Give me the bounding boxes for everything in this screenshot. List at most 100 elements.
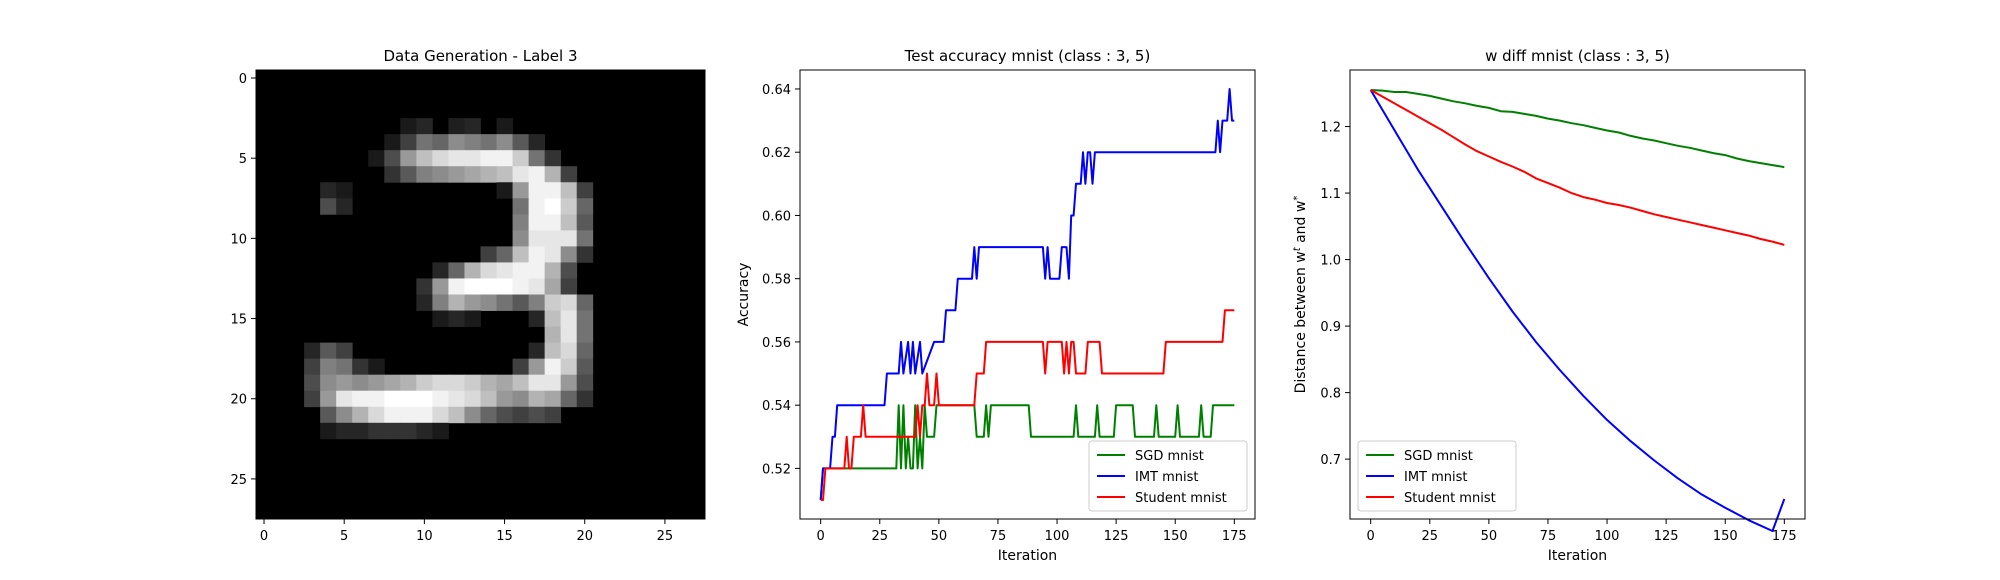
- image-pixel: [560, 214, 578, 231]
- x-tick-label: 25: [1421, 529, 1438, 544]
- x-tick-label: 75: [1540, 529, 1557, 544]
- chart-title: Data Generation - Label 3: [384, 47, 578, 65]
- y-tick-label: 0.58: [762, 273, 791, 288]
- image-pixel: [528, 294, 546, 311]
- image-pixel: [528, 150, 546, 167]
- image-pixel: [544, 214, 562, 231]
- image-pixel: [544, 342, 562, 360]
- image-pixel: [464, 150, 481, 167]
- image-pixel: [512, 278, 530, 295]
- legend-label: SGD mnist: [1404, 449, 1473, 464]
- image-pixel: [528, 230, 546, 247]
- image-pixel: [544, 230, 562, 247]
- image-pixel: [528, 278, 546, 295]
- image-pixel: [512, 390, 530, 408]
- image-pixel: [560, 166, 578, 183]
- x-tick-label: 175: [1772, 529, 1797, 544]
- image-pixel: [336, 182, 353, 199]
- x-tick-label: 0: [260, 529, 268, 544]
- image-pixel: [368, 150, 385, 167]
- image-pixel: [400, 166, 417, 183]
- image-pixel: [320, 198, 337, 215]
- series-line-imt-mnist: [819, 88, 1235, 501]
- image-pixel: [528, 358, 546, 376]
- image-pixel: [512, 182, 530, 199]
- image-pixel: [384, 406, 401, 424]
- image-pixel: [480, 166, 497, 183]
- image-pixel: [352, 406, 369, 424]
- y-tick-label: 0.54: [762, 399, 791, 414]
- axes-frame: 0 25 50 75 100 125 150 175 0.52 0.54 0.56 0.58 0.60 0…: [762, 47, 1256, 544]
- image-pixel: [336, 422, 353, 440]
- image-pixel: [544, 278, 562, 295]
- image-pixel: [416, 390, 433, 408]
- legend-label: Student mnist: [1135, 491, 1227, 506]
- legend: SGD mnist IMT mnist Student mnist: [1357, 440, 1517, 512]
- image-pixel: [352, 390, 369, 408]
- x-tick-label: 25: [871, 529, 888, 544]
- image-pixel: [416, 422, 433, 440]
- image-pixel: [528, 262, 546, 279]
- image-pixel: [480, 150, 497, 167]
- y-tick-label: 0.64: [762, 83, 791, 98]
- image-pixel: [448, 310, 465, 327]
- y-tick-label: 0.7: [1320, 453, 1341, 468]
- image-pixel: [368, 358, 385, 376]
- y-axis-label-superscript: t: [1292, 246, 1303, 251]
- axes-border: [255, 69, 706, 520]
- x-tick-label: 5: [340, 529, 348, 544]
- image-pixel: [480, 374, 497, 392]
- image-pixel: [416, 374, 433, 392]
- image-pixel: [384, 374, 401, 392]
- image-pixel: [560, 374, 578, 392]
- image-pixel: [320, 406, 337, 424]
- image-pixel: [464, 118, 481, 135]
- image-pixel: [528, 166, 546, 183]
- image-pixel: [496, 278, 513, 295]
- image-pixel: [480, 262, 497, 279]
- image-pixel: [528, 134, 546, 151]
- image-pixel: [528, 198, 546, 215]
- series-line-student-mnist: [820, 309, 1235, 501]
- image-pixel: [544, 182, 562, 199]
- image-pixel: [304, 374, 321, 392]
- legend-box: [1088, 440, 1248, 512]
- image-pixel: [512, 358, 530, 376]
- image-pixel: [576, 214, 594, 231]
- x-tick-label: 0: [1367, 529, 1375, 544]
- axes-border: [799, 69, 1256, 520]
- image-pixel: [416, 406, 433, 424]
- image-pixel: [464, 134, 481, 151]
- image-pixel: [496, 374, 513, 392]
- image-pixel: [448, 374, 465, 392]
- x-tick-label: 75: [990, 529, 1007, 544]
- image-pixel: [432, 278, 449, 295]
- image-pixel: [512, 166, 530, 183]
- y-axis-label-part: Distance between w: [1293, 251, 1309, 393]
- image-pixel: [336, 390, 353, 408]
- image-pixel: [544, 358, 562, 376]
- image-pixel: [560, 358, 578, 376]
- axes-border: [1349, 69, 1806, 520]
- y-tick-label: 0.9: [1320, 320, 1341, 335]
- x-tick-label: 50: [931, 529, 948, 544]
- image-pixel: [512, 150, 530, 167]
- y-tick-label: 0.56: [762, 336, 791, 351]
- x-tick-label: 15: [496, 529, 513, 544]
- image-pixel: [432, 374, 449, 392]
- y-tick-label: 0.60: [762, 209, 791, 224]
- image-pixel: [320, 358, 337, 376]
- x-tick-label: 100: [1595, 529, 1620, 544]
- image-pixel: [464, 166, 481, 183]
- image-pixel: [512, 230, 530, 247]
- image-pixel: [336, 342, 353, 360]
- image-pixel: [544, 390, 562, 408]
- image-pixel: [576, 326, 594, 344]
- image-pixel: [352, 422, 369, 440]
- x-axis-label: Iteration: [1548, 548, 1607, 564]
- image-pixel: [400, 422, 417, 440]
- x-tick-label: 125: [1104, 529, 1129, 544]
- image-pixel: [464, 278, 481, 295]
- chart-title: w diff mnist (class : 3, 5): [1485, 47, 1670, 65]
- y-axis-label-part: and w: [1293, 201, 1309, 248]
